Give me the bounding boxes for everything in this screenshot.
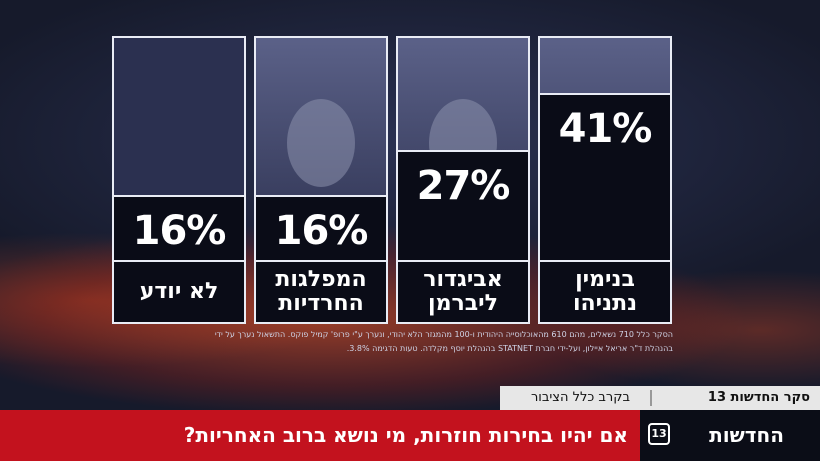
bar-1: 41% בנימין נתניהו xyxy=(538,36,672,324)
question-banner: אם יהיו בחירות חוזרות, מי נושא ברוב האחר… xyxy=(0,410,640,461)
subtitle-divider xyxy=(650,390,652,406)
bar-3: 16% המפלגות החרדיות xyxy=(254,36,388,324)
channel-logo: החדשות 13 xyxy=(640,410,820,461)
bar-value-label: 16% xyxy=(274,208,369,254)
chart-title: אם יהיו בחירות חוזרות, מי נושא ברוב האחר… xyxy=(183,423,628,447)
bar-category-label: המפלגות החרדיות xyxy=(256,260,386,322)
subtitle-bar: סקר החדשות 13 בקרב כלל הציבור xyxy=(500,386,820,410)
source-line-2: בהנהלת ד"ר אריאל איילון, ועל-ידי חברת ST… xyxy=(346,344,673,353)
bar-category-label: בנימין נתניהו xyxy=(540,260,670,322)
bar-2: 27% אביגדור ליברמן xyxy=(396,36,530,324)
bar-category-label: אביגדור ליברמן xyxy=(398,260,528,322)
logo-text: החדשות xyxy=(709,423,784,447)
bar-value-label: 41% xyxy=(558,106,653,152)
audience-label: בקרב כלל הציבור xyxy=(530,390,630,405)
logo-13-icon: 13 xyxy=(648,423,670,445)
program-name: סקר החדשות 13 xyxy=(707,390,810,405)
source-line-1: הסקר כלל 710 נשאלים, מהם 610 מהאוכלוסייה… xyxy=(214,330,673,339)
survey-source-note: הסקר כלל 710 נשאלים, מהם 610 מהאוכלוסייה… xyxy=(113,328,673,356)
bar-value-label: 16% xyxy=(132,208,227,254)
bar-value-label: 27% xyxy=(416,163,511,209)
bar-category-label: לא יודע xyxy=(114,260,244,322)
bar-4: 16% לא יודע xyxy=(112,36,246,324)
